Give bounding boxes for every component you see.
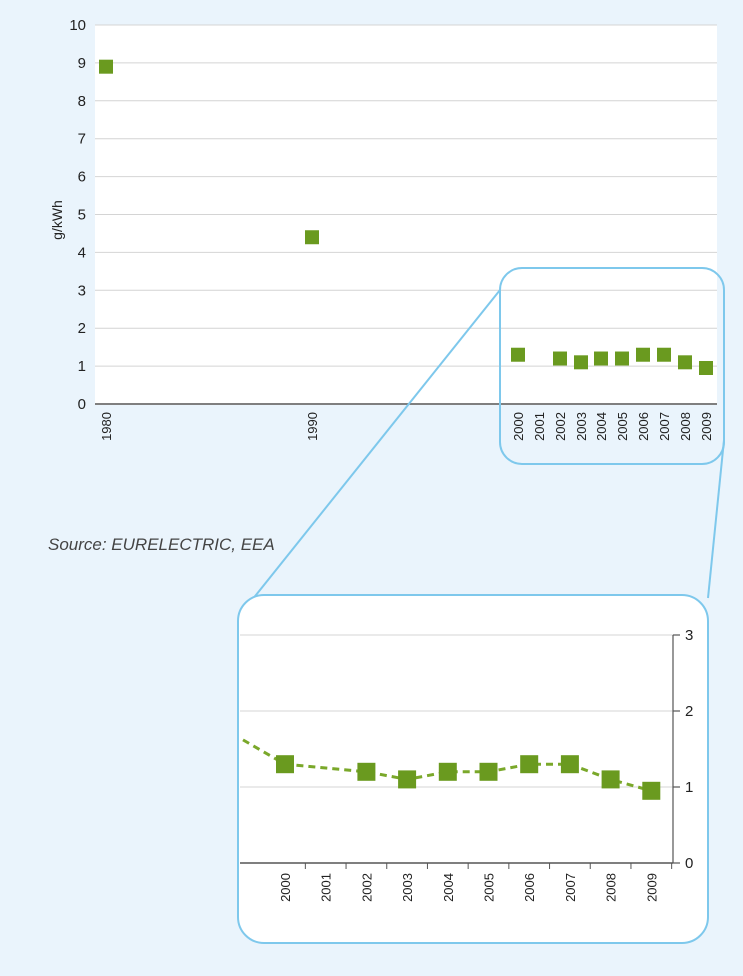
main-data-point (615, 351, 629, 366)
inset-y-tick-label: 0 (685, 855, 693, 872)
inset-data-point (601, 770, 620, 789)
main-x-tick-label: 2008 (678, 412, 693, 441)
main-y-tick-label: 6 (78, 169, 86, 186)
main-x-tick-label: 2005 (615, 412, 630, 441)
main-y-tick-label: 5 (78, 207, 86, 224)
inset-plot-area (237, 594, 709, 944)
inset-x-tick-label: 2008 (604, 873, 619, 902)
main-x-tick-label: 2007 (657, 412, 672, 441)
inset-data-point (357, 762, 376, 781)
callout-connector-right (707, 439, 725, 599)
zoom-region-highlight (499, 267, 725, 465)
main-x-tick-label: 2002 (553, 412, 568, 441)
main-x-tick-label: 1990 (305, 412, 320, 441)
main-data-point (594, 351, 608, 366)
inset-series-line (242, 738, 652, 793)
main-y-tick-label: 8 (78, 93, 86, 110)
inset-y-tick-labels: 0 1 2 3 (685, 627, 693, 872)
inset-data-point (520, 755, 539, 774)
inset-x-tick-label: 2005 (482, 873, 497, 902)
main-y-tick-label: 4 (78, 244, 86, 261)
main-y-tick-label: 0 (78, 396, 86, 413)
main-y-tick-label: 7 (78, 131, 86, 148)
main-x-tick-label: 2006 (636, 412, 651, 441)
inset-data-points (276, 755, 661, 800)
main-x-tick-label: 2009 (699, 412, 714, 441)
inset-dashed-line (242, 738, 652, 793)
main-data-point (511, 347, 525, 362)
source-note: Source: EURELECTRIC, EEA (48, 535, 275, 554)
inset-x-tick-label: 2007 (563, 873, 578, 902)
inset-x-tick-labels: 2000 2001 2002 2003 2004 2005 2006 2007 2008 2009 (278, 863, 673, 902)
main-x-tick-label: 2004 (594, 412, 609, 441)
main-y-tick-labels: 0 1 2 3 4 5 6 7 8 9 10 (69, 17, 86, 413)
inset-x-tick-label: 2006 (522, 873, 537, 902)
inset-y-tick-label: 2 (685, 703, 693, 720)
inset-data-point (398, 770, 417, 789)
main-data-point (99, 59, 113, 74)
main-data-point (657, 347, 671, 362)
main-x-tick-label: 2001 (532, 412, 547, 441)
inset-x-tick-label: 2003 (400, 873, 415, 902)
inset-data-point (276, 755, 294, 774)
inset-data-point (560, 755, 579, 774)
inset-x-tick-label: 2002 (359, 873, 374, 902)
main-data-point (636, 347, 650, 362)
main-x-tick-labels: 1980 1990 2000 2001 2002 2003 2004 2005 2006 2007… (99, 412, 714, 441)
main-x-tick-label: 2000 (511, 412, 526, 441)
inset-x-tick-label: 2001 (319, 873, 334, 902)
inset-data-point (438, 762, 457, 781)
main-data-point (699, 360, 713, 375)
main-y-tick-label: 2 (78, 320, 86, 337)
main-y-tick-label: 3 (78, 282, 86, 299)
inset-gridlines (240, 634, 680, 864)
main-y-tick-label: 9 (78, 55, 86, 72)
inset-data-point (479, 762, 498, 781)
inset-x-tick-label: 2009 (644, 873, 659, 902)
main-gridlines (95, 24, 717, 405)
main-data-point (553, 351, 567, 366)
main-data-point (678, 355, 692, 370)
inset-y-tick-label: 1 (685, 779, 693, 796)
main-data-point (305, 230, 319, 245)
inset-data-point (642, 781, 661, 800)
main-x-tick-label: 1980 (99, 412, 114, 441)
main-y-tick-label: 10 (69, 17, 86, 34)
inset-x-tick-label: 2000 (278, 873, 293, 902)
inset-x-tick-label: 2004 (441, 873, 456, 902)
callout-connector-left (251, 289, 501, 601)
main-y-axis-label: g/kWh (49, 200, 65, 240)
inset-y-tick-label: 3 (685, 627, 693, 644)
main-data-point (574, 355, 588, 370)
main-y-tick-label: 1 (78, 358, 86, 375)
main-x-tick-label: 2003 (574, 412, 589, 441)
main-data-points (99, 59, 713, 375)
